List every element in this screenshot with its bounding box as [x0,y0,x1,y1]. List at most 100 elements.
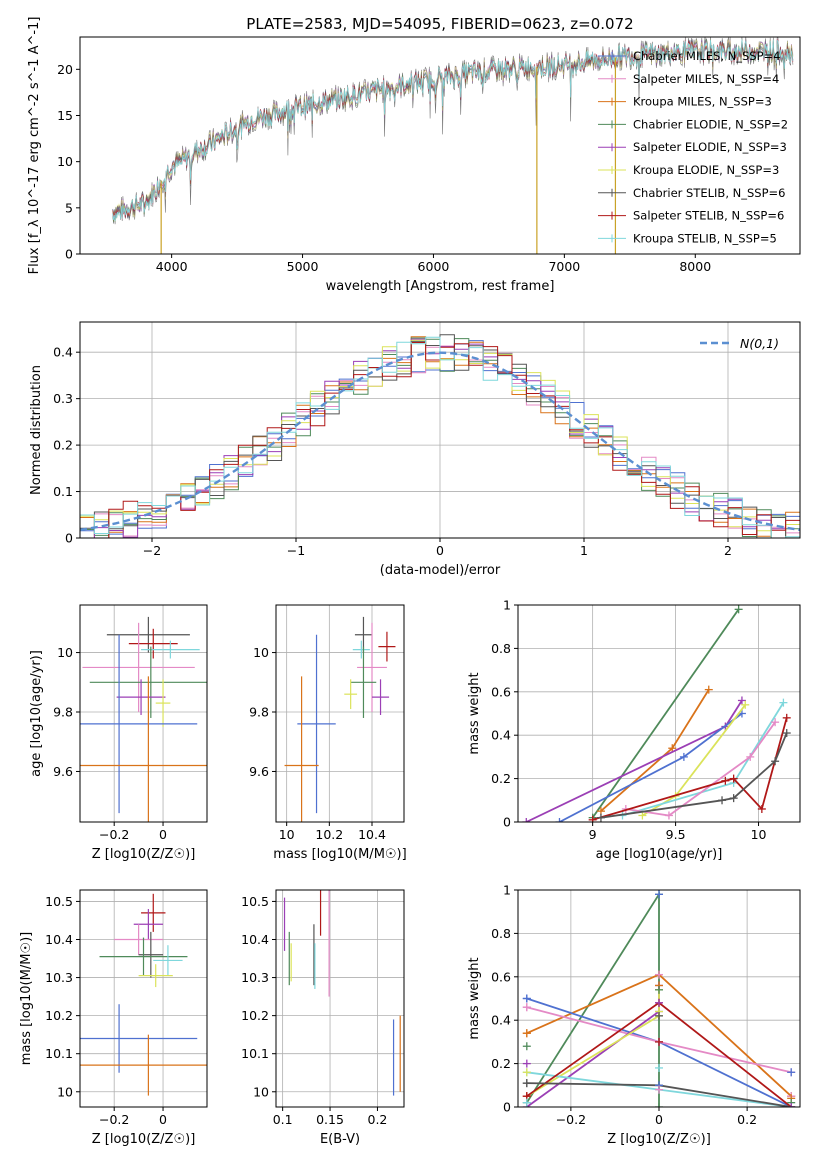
axes-frame [79,604,208,823]
panel-mass-vs-EBV: 0.1 0.15 0.2 10 10.1 10.2 10.3 10.4 10.5 E(B-V) [241,889,405,1147]
histogram-step [80,339,800,538]
legend-label-5: Kroupa ELODIE, N_SSP=3 [633,163,779,177]
y-tick-label: 0.6 [491,684,511,699]
errorbar-point [80,1004,198,1073]
errorbar-point [106,616,190,653]
legend-label-6: Chabrier STELIB, N_SSP=6 [633,186,785,200]
errorbar-point [80,1034,207,1096]
y-tick-label: 0.4 [53,345,73,360]
errorbar-point [128,628,178,659]
y-tick-label: 9.8 [249,705,269,720]
gaussian-legend-label: N(0,1) [740,336,779,351]
y-tick-label: 0.2 [53,438,73,453]
weight-series [588,605,743,822]
y-axis-label: mass [log10(M/M☉)] [19,932,34,1065]
errorbar-point [378,631,396,662]
y-tick-label: 10.4 [45,932,73,947]
x-tick-label: 9.5 [666,827,686,842]
errorbar-point [89,646,207,718]
errorbar-point [114,924,164,955]
plot-area [80,893,207,1096]
panel-mass-weight-vs-age: 9 9.5 10 0 0.2 0.4 0.6 0.8 1 age [log10(age/yr)] m… [467,598,801,862]
y-axis-label: Normed distribution [29,365,44,495]
errorbar-point [350,646,377,718]
y-tick-label: 0.2 [491,771,511,786]
y-tick-label: 10 [57,1084,73,1099]
errorbar-point [138,964,173,988]
x-axis-label: age [log10(age/yr)] [596,847,723,862]
errorbar-point [82,622,195,713]
weight-series [522,696,746,822]
y-tick-label: 0.4 [491,728,511,743]
spectrum-model-line [112,39,794,222]
weight-series [596,685,713,816]
histogram-step [80,336,800,538]
x-tick-label: 6000 [418,259,450,274]
weight-series [588,713,791,822]
x-tick-label: 10 [751,827,767,842]
legend-label-4: Salpeter ELODIE, N_SSP=3 [633,140,787,154]
x-tick-label: 0.1 [273,1112,293,1127]
x-tick-label: 0 [159,1112,167,1127]
x-axis-label: (data-model)/error [380,563,501,578]
y-tick-label: 10.2 [241,1008,269,1023]
legend-label-2: Kroupa MILES, N_SSP=3 [633,95,772,109]
spectrum-model-line [112,39,794,219]
y-tick-label: 9.6 [53,764,73,779]
x-tick-label: 0.2 [737,1112,757,1127]
errorbar-point [372,679,390,715]
figure-title: PLATE=2583, MJD=54095, FIBERID=0623, z=0… [246,15,633,33]
panel-mass-weight-vs-Z: −0.2 0 0.2 0 0.2 0.4 0.6 0.8 1 Z [log10(Z/Z☉)] mas… [467,883,801,1147]
x-tick-label: 4000 [156,259,188,274]
errorbar-point [155,679,171,727]
x-tick-label: 10.4 [358,827,386,842]
y-tick-label: 0 [65,531,73,546]
y-tick-label: 5 [65,200,73,215]
errorbar-point [284,676,319,822]
marker-stack [522,890,796,1107]
axes-frame [79,889,208,1108]
x-tick-label: −0.2 [99,1112,129,1127]
y-tick-label: 10.4 [241,932,269,947]
y-tick-label: 10 [253,1084,269,1099]
y-tick-label: 0.8 [491,641,511,656]
y-tick-label: 0 [65,247,73,262]
x-tick-label: −2 [143,543,161,558]
legend-label-1: Salpeter MILES, N_SSP=4 [633,72,779,86]
x-axis-label: Z [log10(Z/Z☉)] [607,1132,711,1147]
y-tick-label: 0.4 [491,1013,511,1028]
plot-area [284,616,396,822]
y-tick-label: 9.6 [249,764,269,779]
weight-series [555,709,746,822]
errorbar-point [99,937,188,976]
x-tick-label: 9 [589,827,597,842]
y-axis-label: age [log10(age/yr)] [29,650,44,777]
y-tick-label: 9.8 [53,705,73,720]
x-axis-label: Z [log10(Z/Z☉)] [92,847,196,862]
y-axis-label: Flux [f_λ 10^-17 erg cm^-2 s^-1 A^-1] [27,17,42,275]
weight-series [596,729,791,822]
x-tick-label: 8000 [679,259,711,274]
y-axis-label: mass weight [467,672,482,754]
legend-label-3: Chabrier ELODIE, N_SSP=2 [633,117,788,131]
y-tick-label: 10.3 [45,970,73,985]
x-tick-label: −0.2 [99,827,129,842]
x-tick-label: 0 [436,543,444,558]
y-tick-label: 1 [503,883,511,898]
y-tick-label: 10.5 [241,894,269,909]
y-tick-label: 10 [253,645,269,660]
x-tick-label: 0 [655,1112,663,1127]
y-tick-label: 20 [57,62,73,77]
weight-line [591,608,740,819]
y-tick-label: 10.2 [45,1008,73,1023]
y-tick-label: 1 [503,598,511,613]
plot-area [80,334,800,538]
y-tick-label: 0 [503,815,511,830]
legend-label-7: Salpeter STELIB, N_SSP=6 [633,209,784,223]
gaussian-curve [80,351,800,532]
errorbar-point [138,931,164,978]
x-axis-label: Z [log10(Z/Z☉)] [92,1132,196,1147]
axes-frame [275,889,405,1108]
y-tick-label: 0.3 [53,391,73,406]
